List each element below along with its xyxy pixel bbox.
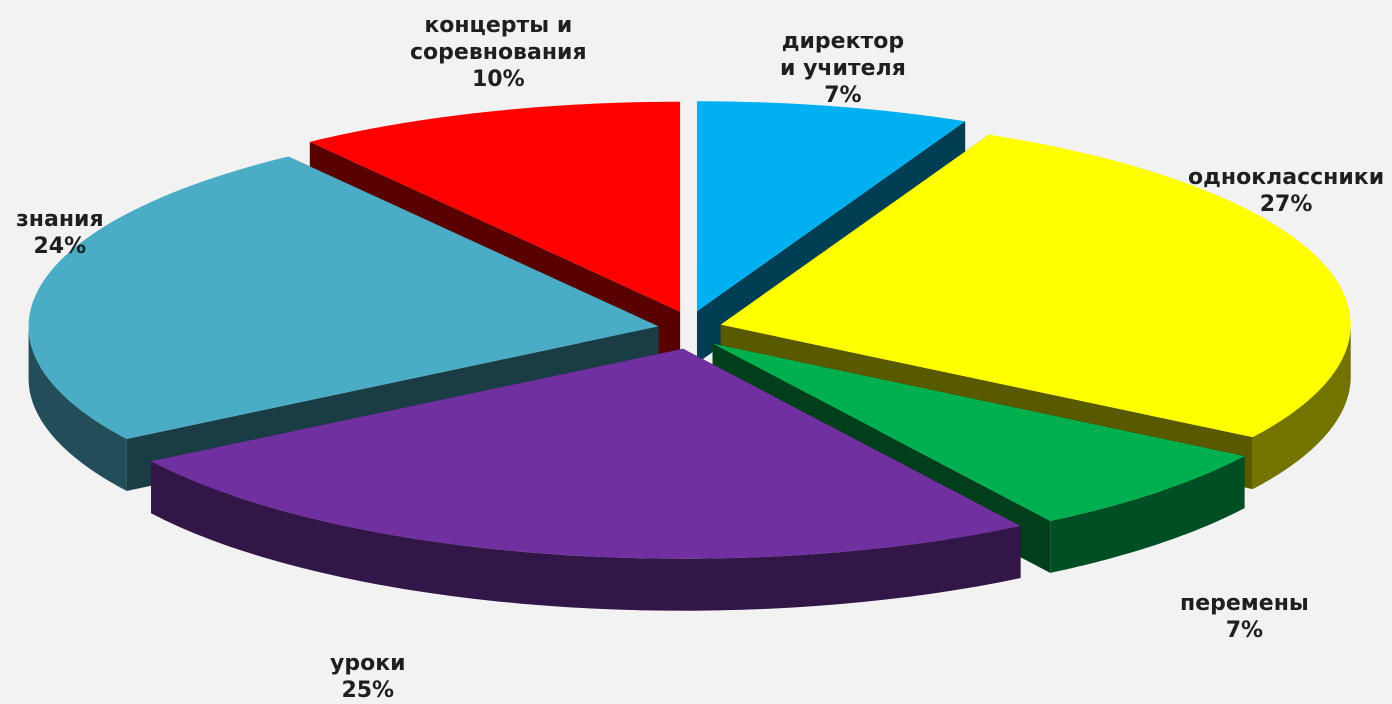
- slice-name: директор и учителя: [780, 29, 906, 81]
- pie-slice-rim: [1050, 456, 1245, 573]
- pie-slice-rim: [1252, 324, 1351, 490]
- slice-label-directors-teachers: директор и учителя 7%: [780, 28, 906, 109]
- slice-percent: 27%: [1259, 192, 1313, 217]
- slice-name: перемены: [1180, 591, 1309, 616]
- pie-slice: [151, 348, 1021, 611]
- slice-label-lessons: уроки 25%: [330, 650, 406, 704]
- pie-slice-top: [712, 343, 1245, 521]
- slice-percent: 7%: [1225, 618, 1264, 643]
- pie-slice-top: [696, 101, 966, 312]
- pie-slice-rim: [151, 461, 1021, 611]
- slice-label-classmates: одноклассники 27%: [1188, 164, 1384, 218]
- pie-slice-top: [28, 156, 659, 439]
- pie-slice-top: [151, 348, 1021, 559]
- slice-name: концерты и соревнования: [410, 13, 587, 65]
- slice-name: знания: [16, 207, 104, 232]
- slice-percent: 25%: [341, 678, 395, 703]
- pie-slice-top: [309, 101, 681, 312]
- pie-slice-top: [720, 134, 1351, 438]
- slice-percent: 10%: [471, 67, 525, 92]
- slice-name: одноклассники: [1188, 165, 1385, 190]
- slice-percent: 7%: [824, 83, 862, 108]
- slice-label-concerts-competitions: концерты и соревнования 10%: [410, 12, 587, 93]
- pie-slice-rim: [28, 326, 127, 491]
- slice-percent: 24%: [33, 234, 87, 259]
- slice-label-knowledge: знания 24%: [16, 206, 104, 260]
- slice-name: уроки: [330, 651, 406, 676]
- slice-label-breaks: перемены 7%: [1180, 590, 1309, 644]
